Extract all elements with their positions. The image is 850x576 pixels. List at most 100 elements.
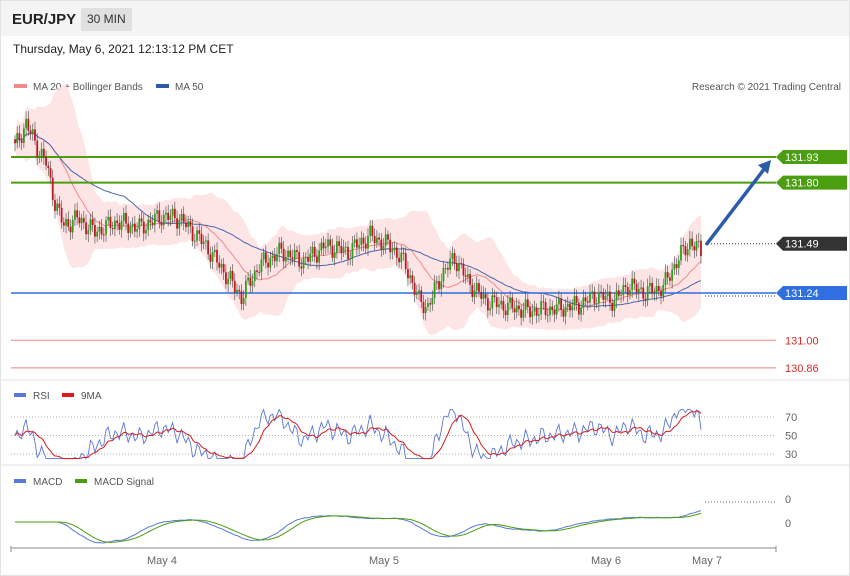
candle (125, 205, 127, 231)
timeframe-badge[interactable]: 30 MIN (81, 8, 132, 31)
candle-body (45, 157, 47, 166)
projection-arrow-head (758, 160, 771, 174)
candle-body (395, 247, 398, 258)
candle-body (193, 240, 196, 242)
candle (147, 214, 150, 237)
candle (227, 271, 230, 293)
candle-body (289, 250, 292, 258)
candle (324, 238, 327, 255)
candle-body (655, 285, 658, 294)
candle-body (635, 283, 638, 293)
candle-body (429, 303, 432, 305)
candle (47, 161, 50, 176)
level-131-80-label: 131.80 (785, 178, 819, 190)
candle-body (518, 305, 520, 310)
candle (515, 297, 518, 319)
candle (351, 236, 354, 266)
candle-body (105, 220, 107, 235)
candle-body (384, 234, 387, 246)
candle (355, 232, 358, 256)
candle-body (211, 252, 214, 262)
candle (358, 237, 360, 255)
candle (651, 277, 654, 299)
candle-body (398, 257, 400, 263)
candle (560, 293, 563, 318)
candle-body (344, 246, 347, 248)
candle-body (198, 230, 201, 234)
candle (371, 220, 374, 242)
candle (158, 202, 161, 229)
candle-body (644, 298, 647, 301)
candle-body (626, 286, 629, 296)
candle-body (382, 245, 385, 250)
candle (207, 233, 210, 260)
candle (120, 215, 123, 238)
candle (626, 282, 629, 303)
candle (76, 202, 79, 226)
candle (249, 269, 252, 294)
candle-body (513, 308, 516, 313)
candle-body (338, 241, 341, 246)
candle (620, 289, 622, 304)
candle (451, 246, 454, 267)
candle-body (464, 275, 467, 277)
candle-body (309, 253, 312, 262)
candle (311, 241, 314, 262)
candle (378, 232, 380, 247)
candle (193, 233, 196, 250)
candle (80, 213, 83, 231)
header-bar: EUR/JPY 30 MIN (1, 1, 849, 36)
candle-body (387, 234, 389, 240)
candle-body (591, 291, 594, 293)
candle (267, 254, 269, 276)
candle (613, 293, 616, 318)
candle (491, 287, 494, 317)
candle (529, 301, 531, 324)
rsi-line (14, 408, 702, 460)
candle-body (597, 291, 600, 304)
candle-body (56, 203, 59, 211)
candle-body (196, 230, 198, 241)
candle (264, 245, 267, 269)
candle (327, 232, 329, 254)
rsi-legend-swatch (14, 393, 26, 397)
candle-body (291, 257, 294, 260)
candle-body (80, 218, 83, 224)
candle (131, 217, 134, 235)
candle (149, 212, 152, 231)
candle-body (220, 263, 223, 268)
candle-body (244, 280, 247, 298)
candle-body (542, 301, 545, 303)
ma20-legend-swatch (14, 84, 27, 88)
candle (278, 237, 281, 263)
candle (151, 214, 154, 229)
candle-body (680, 244, 682, 261)
candle-body (664, 272, 667, 286)
candle-body (453, 253, 456, 264)
candle (393, 241, 396, 256)
candle-body (558, 298, 560, 305)
candle (409, 268, 412, 284)
x-axis-label: May 6 (591, 555, 621, 567)
candle-body (360, 237, 363, 246)
candle-body (167, 212, 170, 220)
candle-body (515, 305, 518, 313)
candle (498, 296, 500, 315)
candle (466, 266, 469, 283)
candle (524, 291, 527, 318)
candle (98, 220, 101, 240)
candle-body (673, 264, 676, 270)
candle (169, 209, 172, 226)
candle-body (336, 241, 338, 253)
candle-body (367, 235, 369, 249)
candle (582, 289, 585, 316)
candle-body (504, 310, 507, 316)
candle (458, 255, 460, 280)
candle (424, 299, 427, 321)
candle-body (138, 218, 141, 230)
candle (38, 151, 41, 164)
candle-body (156, 210, 158, 214)
candle-body (189, 221, 192, 227)
candle-body (575, 296, 578, 303)
candle-body (611, 302, 614, 311)
